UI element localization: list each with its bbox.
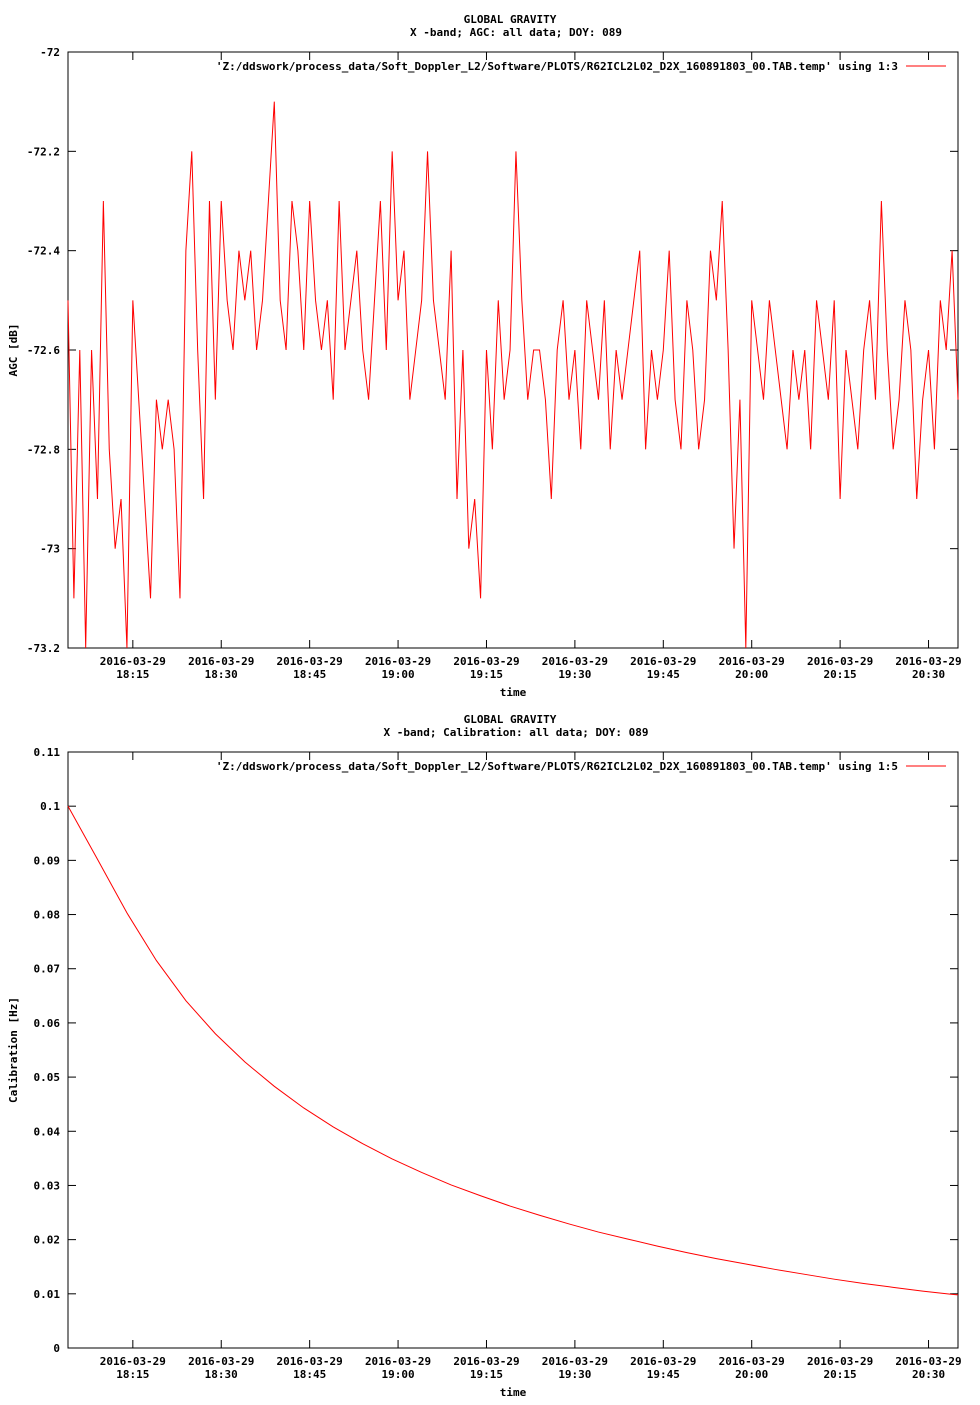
x-tick-label-time: 20:15 [824,668,857,681]
x-tick-label-time: 20:00 [735,668,768,681]
agc-plot-frame [67,51,959,649]
x-tick-label-date: 2016-03-29 [542,1355,608,1368]
calibration-chart: GLOBAL GRAVITY X -band; Calibration: all… [7,713,962,1399]
x-tick-label-date: 2016-03-29 [719,1355,785,1368]
y-tick-label: 0.08 [34,909,61,922]
calibration-legend: 'Z:/ddswork/process_data/Soft_Doppler_L2… [216,760,946,773]
x-tick-label-date: 2016-03-29 [277,1355,343,1368]
calibration-chart-subtitle: X -band; Calibration: all data; DOY: 089 [384,726,649,739]
x-tick-label-date: 2016-03-29 [895,655,961,668]
calibration-x-axis: 2016-03-2918:152016-03-2918:302016-03-29… [100,752,962,1381]
y-tick-label: 0.07 [34,963,61,976]
calibration-series-line [67,805,959,1296]
x-tick-label-time: 19:15 [470,668,503,681]
x-tick-label-time: 19:00 [382,1368,415,1381]
y-tick-label: -72 [40,46,60,59]
x-tick-label-date: 2016-03-29 [100,1355,166,1368]
x-tick-label-time: 20:00 [735,1368,768,1381]
y-tick-label: -72.8 [27,443,60,456]
x-tick-label-date: 2016-03-29 [277,655,343,668]
calibration-y-axis: 0 0.01 0.02 0.03 0.04 0.05 0.06 0.07 0.08 0.09 0.1… [34,746,958,1355]
agc-x-axis: 2016-03-2918:152016-03-2918:302016-03-29… [100,52,962,681]
x-tick-label-date: 2016-03-29 [188,655,254,668]
x-tick-label-date: 2016-03-29 [365,655,431,668]
x-tick-label-time: 18:15 [116,1368,149,1381]
x-tick-label-time: 19:45 [647,668,680,681]
y-tick-label: 0.06 [34,1017,61,1030]
x-tick-label-time: 18:45 [293,1368,326,1381]
x-tick-label-date: 2016-03-29 [365,1355,431,1368]
agc-chart-subtitle: X -band; AGC: all data; DOY: 089 [410,26,622,39]
x-tick-label-time: 19:30 [558,1368,591,1381]
y-tick-label: 0.04 [34,1125,61,1138]
calibration-x-axis-title: time [500,1386,527,1399]
agc-chart-title: GLOBAL GRAVITY [464,13,557,26]
x-tick-label-date: 2016-03-29 [719,655,785,668]
x-tick-label-time: 18:45 [293,668,326,681]
x-tick-label-date: 2016-03-29 [453,655,519,668]
x-tick-label-time: 18:15 [116,668,149,681]
agc-y-axis: -72 -72.2 -72.4 -72.6 -72.8 -73 -73.2 [27,46,958,655]
x-tick-label-time: 20:15 [824,1368,857,1381]
x-tick-label-date: 2016-03-29 [895,1355,961,1368]
x-tick-label-time: 19:45 [647,1368,680,1381]
x-tick-label-date: 2016-03-29 [100,655,166,668]
agc-chart: GLOBAL GRAVITY X -band; AGC: all data; D… [7,13,962,699]
y-tick-label: 0.05 [34,1071,61,1084]
agc-legend-label: 'Z:/ddswork/process_data/Soft_Doppler_L2… [216,60,898,73]
x-tick-label-time: 19:15 [470,1368,503,1381]
y-tick-label: 0.03 [34,1179,61,1192]
y-tick-label: 0 [53,1342,60,1355]
x-tick-label-date: 2016-03-29 [630,1355,696,1368]
x-tick-label-time: 18:30 [205,1368,238,1381]
y-tick-label: 0.09 [34,854,61,867]
agc-x-axis-title: time [500,686,527,699]
x-tick-label-date: 2016-03-29 [542,655,608,668]
calibration-chart-title: GLOBAL GRAVITY [464,713,557,726]
x-tick-label-date: 2016-03-29 [807,655,873,668]
x-tick-label-date: 2016-03-29 [630,655,696,668]
y-tick-label: -72.4 [27,245,60,258]
x-tick-label-time: 18:30 [205,668,238,681]
calibration-y-axis-title: Calibration [Hz] [7,997,20,1103]
y-tick-label: 0.11 [34,746,61,759]
x-tick-label-time: 19:00 [382,668,415,681]
calibration-legend-label: 'Z:/ddswork/process_data/Soft_Doppler_L2… [216,760,898,773]
x-tick-label-time: 19:30 [558,668,591,681]
agc-legend: 'Z:/ddswork/process_data/Soft_Doppler_L2… [216,60,946,73]
y-tick-label: 0.01 [34,1288,61,1301]
y-tick-label: 0.02 [34,1234,61,1247]
y-tick-label: 0.1 [40,800,60,813]
y-tick-label: -72.2 [27,145,60,158]
agc-series-line [67,101,959,649]
x-tick-label-date: 2016-03-29 [453,1355,519,1368]
x-tick-label-date: 2016-03-29 [807,1355,873,1368]
y-tick-label: -73 [40,543,60,556]
y-tick-label: -72.6 [27,344,60,357]
calibration-plot-frame [67,751,959,1349]
x-tick-label-time: 20:30 [912,668,945,681]
agc-y-axis-title: AGC [dB] [7,324,20,377]
x-tick-label-time: 20:30 [912,1368,945,1381]
y-tick-label: -73.2 [27,642,60,655]
x-tick-label-date: 2016-03-29 [188,1355,254,1368]
